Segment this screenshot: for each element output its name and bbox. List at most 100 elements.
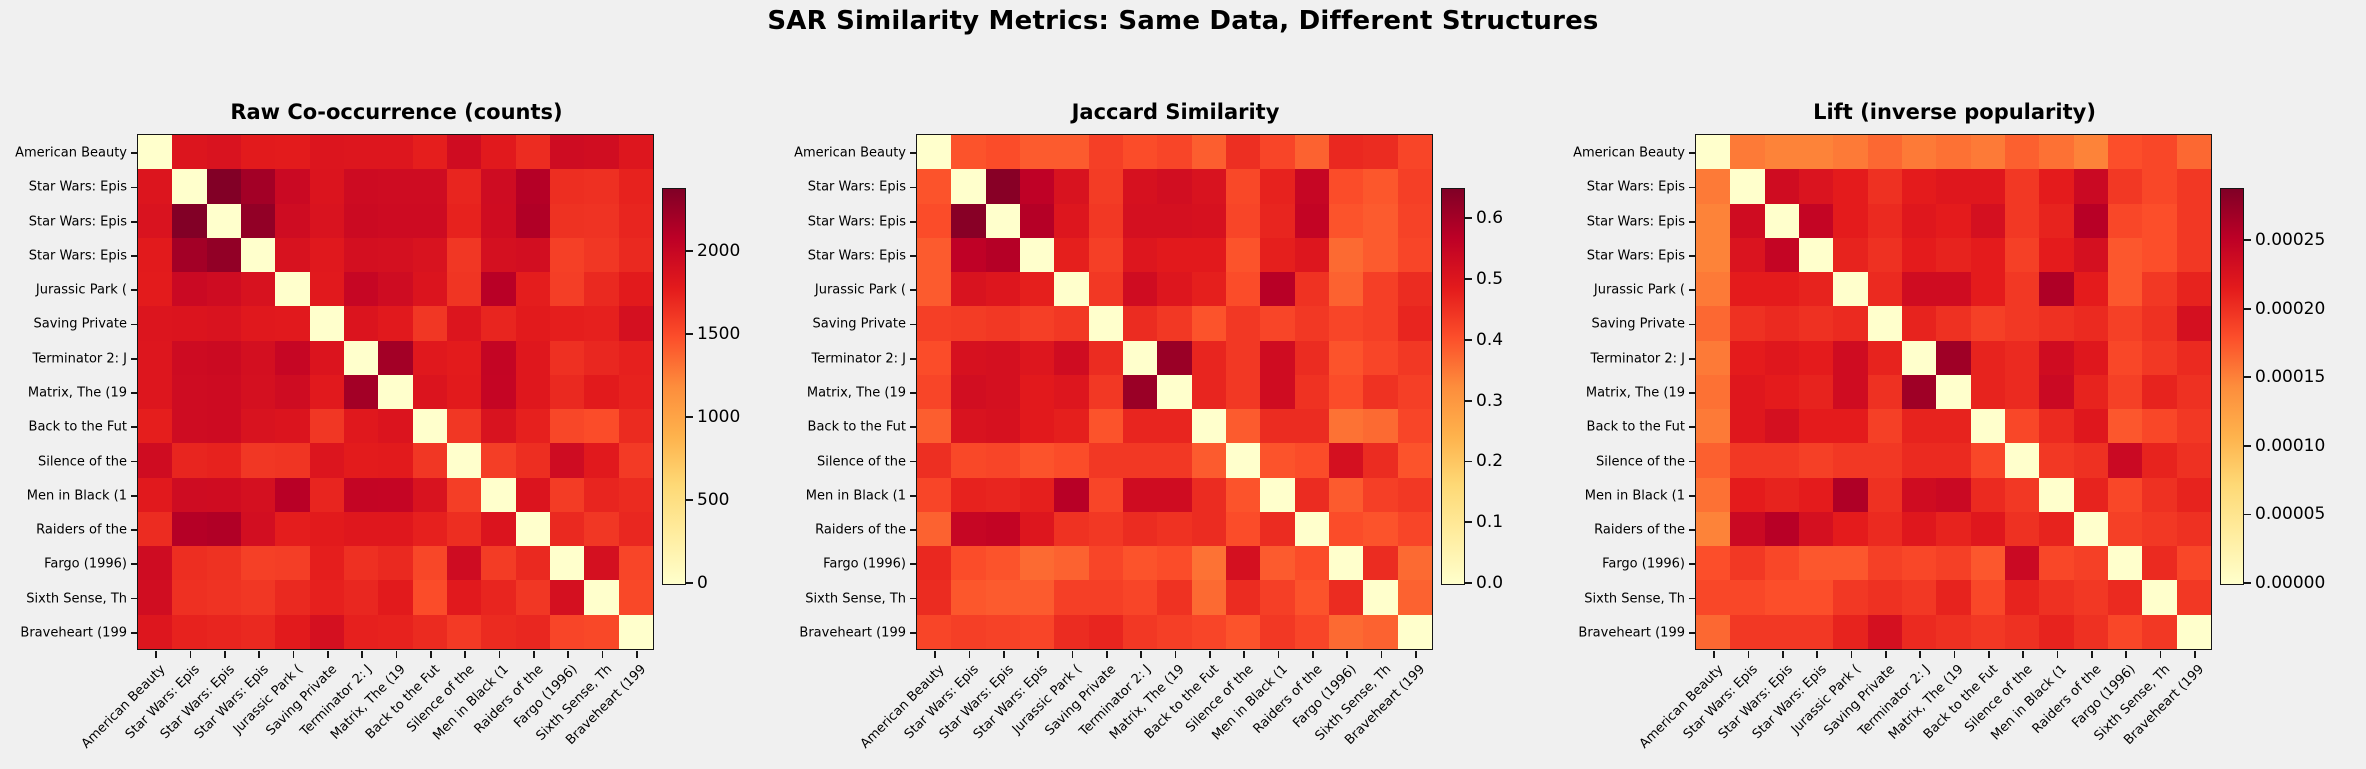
heatmap-cell <box>1902 135 1937 170</box>
y-tick-mark <box>910 323 917 326</box>
heatmap-cell <box>378 443 414 479</box>
colorbar-tick-label: 0.3 <box>1476 390 1504 411</box>
y-tick-mark <box>131 494 138 497</box>
heatmap-cell <box>1157 238 1193 273</box>
heatmap-cell <box>1295 512 1330 547</box>
heatmap-cell <box>1157 615 1193 650</box>
colorbar-tick-mark <box>1464 460 1472 463</box>
heatmap-cell <box>481 478 517 513</box>
heatmap-cell <box>516 238 551 273</box>
heatmap-cell <box>1157 135 1193 170</box>
heatmap-cell <box>1260 238 1296 273</box>
heatmap-cell <box>1226 306 1261 342</box>
heatmap-cell <box>986 478 1021 513</box>
heatmap-cell <box>207 512 242 547</box>
y-tick-label: Star Wars: Epis <box>1586 248 1685 264</box>
heatmap-cell <box>275 135 311 170</box>
heatmap-cell <box>917 443 952 479</box>
x-tick-mark <box>1002 651 1005 658</box>
colorbar-tick-mark <box>1464 339 1472 341</box>
heatmap-cell <box>1363 341 1399 376</box>
y-tick-mark <box>910 357 917 360</box>
heatmap-cell <box>2177 272 2212 307</box>
heatmap-cell <box>1260 580 1296 616</box>
heatmap-cell <box>1730 341 1766 376</box>
heatmap-cell <box>138 341 173 376</box>
heatmap-cell <box>1020 580 1055 616</box>
heatmap-cell <box>1730 546 1766 581</box>
heatmap-cell <box>1696 580 1731 616</box>
x-tick-mark <box>2193 651 2196 658</box>
colorbar-tick-mark <box>1464 521 1472 524</box>
heatmap-cell <box>2039 169 2075 205</box>
heatmap-cell <box>2142 409 2178 444</box>
heatmap-cell <box>1868 512 1903 547</box>
x-tick-mark <box>361 651 364 658</box>
heatmap-cell <box>1295 409 1330 444</box>
heatmap-cell <box>986 306 1021 342</box>
heatmap-cell <box>2142 306 2178 342</box>
heatmap-cell <box>2039 341 2075 376</box>
heatmap-cell <box>344 341 379 376</box>
y-tick-label: Silence of the <box>817 454 906 470</box>
heatmap-cell <box>1971 272 2006 307</box>
heatmap-cell <box>1936 546 1972 581</box>
heatmap-cell <box>2074 615 2109 650</box>
heatmap-cell <box>1833 135 1869 170</box>
heatmap-cell <box>951 580 987 616</box>
heatmap-cell <box>1226 135 1261 170</box>
heatmap-cell <box>2108 443 2143 479</box>
heatmap-cell <box>378 169 414 205</box>
heatmap-cell <box>378 204 414 239</box>
heatmap-cell <box>207 272 242 307</box>
heatmap-cell <box>1868 341 1903 376</box>
heatmap-cell <box>310 512 345 547</box>
y-tick-label: Star Wars: Epis <box>28 214 127 230</box>
heatmap-cell <box>1123 546 1158 581</box>
heatmap-cell <box>1054 409 1090 444</box>
heatmap-cell <box>138 204 173 239</box>
heatmap-cell <box>516 272 551 307</box>
y-tick-label: Star Wars: Epis <box>28 248 127 264</box>
heatmap-cell <box>241 615 276 650</box>
heatmap-cell <box>986 135 1021 170</box>
heatmap-cell <box>1730 375 1766 410</box>
y-tick-mark <box>1689 323 1696 326</box>
axes-title-lift: Lift (inverse popularity) <box>1813 100 2096 124</box>
heatmap-cell <box>1971 443 2006 479</box>
heatmap-cell <box>584 204 620 239</box>
heatmap-cell <box>1971 238 2006 273</box>
heatmap-cell <box>1765 204 1800 239</box>
heatmap-cell <box>550 580 585 616</box>
heatmap-cell <box>2142 204 2178 239</box>
colorbar-tick-mark <box>685 582 693 584</box>
heatmap-cell <box>1833 306 1869 342</box>
heatmap-cell <box>917 341 952 376</box>
heatmap-cell <box>917 306 952 342</box>
heatmap-cell <box>207 135 242 170</box>
heatmap-cell <box>584 169 620 205</box>
heatmap-cell <box>2177 375 2212 410</box>
heatmap-cell <box>619 409 654 444</box>
heatmap-cell <box>2005 238 2040 273</box>
heatmap-cell <box>1363 443 1399 479</box>
heatmap-cell <box>1089 512 1124 547</box>
heatmap-cell <box>1260 443 1296 479</box>
heatmap-cell <box>1730 169 1766 205</box>
heatmap-cell <box>550 512 585 547</box>
heatmap-cell <box>1363 204 1399 239</box>
y-tick-mark <box>910 494 917 497</box>
heatmap-cell <box>1089 375 1124 410</box>
x-tick-mark <box>1208 651 1211 658</box>
heatmap-cell <box>2039 135 2075 170</box>
heatmap-cell <box>550 478 585 513</box>
heatmap-cell <box>1398 375 1433 410</box>
x-tick-mark <box>1277 651 1280 658</box>
heatmap-cell <box>1363 306 1399 342</box>
heatmap-cell <box>138 512 173 547</box>
y-tick-label: Men in Black (1 <box>805 488 906 504</box>
heatmap-cell <box>1398 238 1433 273</box>
heatmap-cell <box>2039 306 2075 342</box>
heatmap-cell <box>1192 238 1227 273</box>
heatmap-cell <box>1833 272 1869 307</box>
